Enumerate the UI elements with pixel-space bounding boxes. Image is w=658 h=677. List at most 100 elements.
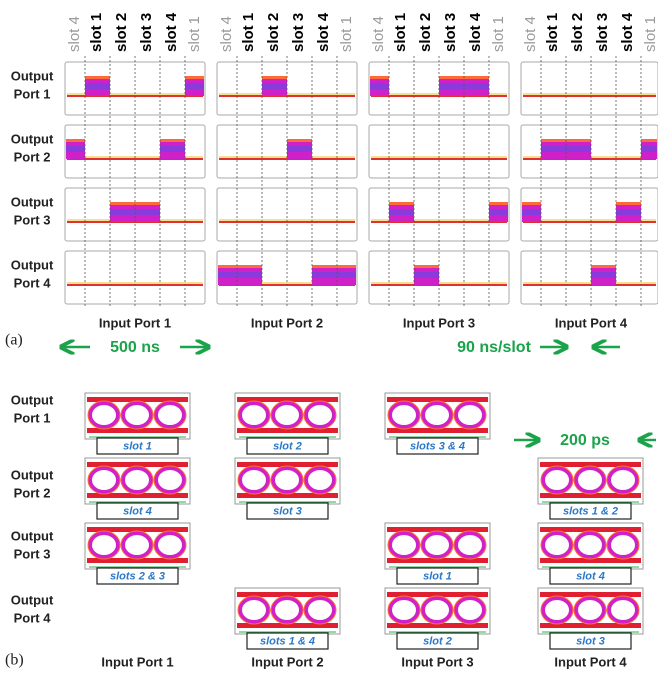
eye-opening — [271, 466, 303, 494]
pulse-core — [414, 272, 439, 278]
row-label: Output — [11, 467, 54, 482]
eye-opening — [154, 401, 186, 429]
pulse-edge — [110, 202, 160, 205]
eye-band — [237, 592, 338, 597]
eye-band — [87, 527, 188, 532]
eye-band — [87, 493, 188, 498]
eye-opening — [388, 401, 420, 429]
slot-header: slot 1 — [240, 13, 257, 52]
pulse-edge — [262, 76, 287, 79]
eye-label: slot 2 — [423, 635, 452, 647]
eye-edge — [87, 400, 121, 430]
pulse-edge — [489, 202, 508, 205]
eye-opening — [238, 596, 270, 624]
eye-band — [237, 397, 338, 402]
eye-label-box — [96, 502, 179, 520]
eye-band — [237, 493, 338, 498]
eye-opening — [304, 401, 336, 429]
pulse-core — [389, 209, 414, 215]
eye-edge — [420, 400, 454, 430]
eye-opening — [388, 531, 420, 559]
eye-opening — [607, 466, 639, 494]
pulse-core — [641, 146, 657, 152]
slot-header: slot 4 — [467, 12, 484, 52]
slot-header: slot 1 — [544, 13, 561, 52]
eye-edge — [153, 465, 187, 495]
pulse-edge — [160, 139, 185, 142]
eye-opening — [88, 466, 120, 494]
eye-opening — [88, 531, 120, 559]
slot-header: slot 4 — [315, 12, 332, 52]
trace-panel — [520, 187, 658, 242]
pulse-edge — [185, 76, 204, 79]
slot-header: slot 1 — [338, 16, 355, 52]
eye-edge — [87, 465, 121, 495]
eye-opening — [454, 531, 486, 559]
eye-label: slots 1 & 4 — [260, 635, 315, 647]
eye-edge — [573, 465, 607, 495]
eye-opening — [88, 401, 120, 429]
slot-header: slot 4 — [370, 16, 387, 52]
eye-opening — [271, 401, 303, 429]
slot-header: slot 4 — [619, 12, 636, 52]
eye-band — [87, 462, 188, 467]
eye-band — [237, 428, 338, 433]
column-label: Input Port 1 — [101, 654, 173, 669]
row-label: Output — [11, 528, 54, 543]
eye-label: slot 3 — [576, 635, 605, 647]
slot-header: slot 2 — [265, 13, 282, 52]
slot-header: slot 3 — [138, 13, 155, 52]
eye-label: slots 2 & 3 — [110, 570, 165, 582]
trace-panel — [520, 61, 658, 116]
trace-panel — [520, 250, 658, 305]
eye-opening — [454, 596, 486, 624]
column-label: Input Port 2 — [251, 315, 323, 330]
slot-header: slot 2 — [417, 13, 434, 52]
row-label: Port 1 — [14, 410, 51, 425]
slot-header: slot 2 — [569, 13, 586, 52]
eye-band — [387, 428, 488, 433]
eye-label-box — [246, 437, 329, 455]
eye-edge — [387, 400, 421, 430]
eye-band — [237, 462, 338, 467]
eye-opening — [421, 401, 453, 429]
eye-opening — [238, 466, 270, 494]
row-label: Output — [11, 392, 54, 407]
eye-opening — [541, 466, 573, 494]
column-label: Input Port 1 — [99, 315, 171, 330]
eye-band — [87, 428, 188, 433]
pulse-core — [522, 209, 541, 215]
column-label: Input Port 3 — [403, 315, 475, 330]
pulse-core — [312, 272, 356, 278]
pulse-edge — [591, 265, 616, 268]
pulse-edge — [370, 76, 389, 79]
eye-opening — [121, 531, 153, 559]
annotation: 200 ps — [560, 432, 610, 449]
annotation: 90 ns/slot — [457, 339, 531, 356]
eye-band — [387, 397, 488, 402]
eye-edge — [303, 595, 337, 625]
pulse-edge — [641, 139, 657, 142]
eye-opening — [121, 466, 153, 494]
eye-label: slot 4 — [123, 505, 152, 517]
column-label: Input Port 2 — [251, 654, 323, 669]
eye-edge — [237, 465, 271, 495]
eye-edge — [120, 465, 154, 495]
eye-opening — [154, 466, 186, 494]
row-label: Port 3 — [14, 546, 51, 561]
column-label: Input Port 4 — [554, 654, 627, 669]
eye-opening — [304, 596, 336, 624]
slot-header: slot 1 — [490, 16, 507, 52]
row-label: Port 1 — [14, 86, 51, 101]
eye-edge — [453, 530, 487, 560]
eye-label-box — [396, 632, 479, 650]
eye-label: slot 1 — [123, 440, 152, 452]
eye-opening — [574, 596, 606, 624]
slot-header: slot 2 — [113, 13, 130, 52]
eye-edge — [270, 465, 304, 495]
row-label: Port 4 — [14, 610, 52, 625]
eye-edge — [120, 400, 154, 430]
eye-edge — [573, 530, 607, 560]
slot-header: slot 1 — [642, 16, 658, 52]
